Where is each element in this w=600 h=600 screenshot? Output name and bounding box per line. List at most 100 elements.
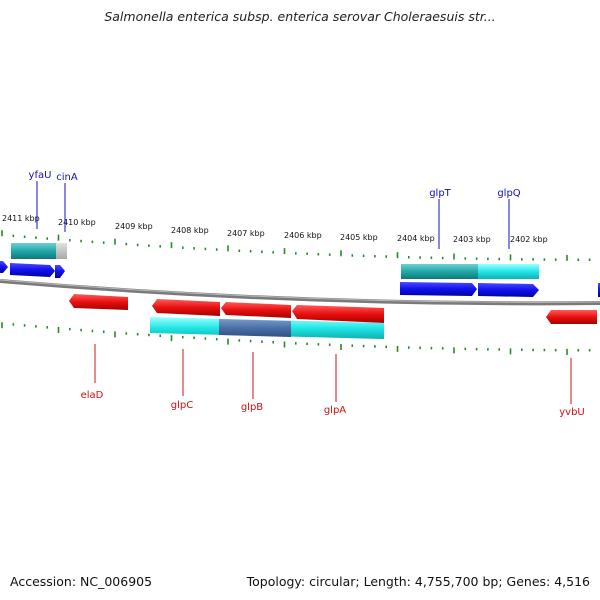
- kbp-label: 2410 kbp: [58, 218, 96, 227]
- minor-tick: [554, 348, 557, 352]
- reverse-gene-labels[interactable]: elaD glpC glpB glpA yvbU: [81, 390, 585, 418]
- minor-tick: [23, 324, 26, 327]
- major-tick: [396, 252, 399, 259]
- kbp-label: 2403 kbp: [453, 235, 491, 244]
- major-tick: [283, 248, 286, 255]
- kbp-label: 2408 kbp: [171, 226, 209, 235]
- minor-tick: [487, 257, 489, 261]
- kbp-label: 2409 kbp: [115, 222, 153, 231]
- minor-tick: [69, 239, 71, 242]
- minor-tick: [125, 332, 128, 335]
- major-tick: [566, 254, 568, 261]
- major-tick: [396, 345, 399, 352]
- gene-arrow-reverse: [69, 294, 128, 310]
- minor-tick: [136, 243, 139, 247]
- minor-tick: [91, 329, 94, 333]
- minor-tick: [475, 347, 478, 351]
- gene-label-glpC: glpC: [171, 400, 193, 411]
- minor-tick: [317, 343, 320, 346]
- kbp-label: 2402 kbp: [510, 235, 548, 244]
- minor-tick: [588, 258, 591, 261]
- minor-tick: [430, 346, 433, 350]
- minor-tick: [238, 249, 241, 252]
- minor-tick: [577, 349, 580, 352]
- minor-tick: [46, 326, 48, 329]
- minor-tick: [204, 337, 207, 340]
- minor-tick: [362, 254, 365, 258]
- minor-tick: [362, 344, 365, 348]
- major-tick: [227, 245, 229, 252]
- major-tick: [57, 234, 60, 241]
- major-tick: [566, 348, 568, 355]
- minor-tick: [498, 257, 500, 261]
- minor-tick: [12, 323, 15, 326]
- minor-tick: [543, 258, 546, 261]
- minor-tick: [430, 256, 433, 259]
- genome-summary-text: Topology: circular; Length: 4,755,700 bp…: [246, 574, 590, 589]
- minor-tick: [328, 253, 331, 256]
- reverse-gene-arrows[interactable]: [69, 294, 597, 324]
- kbp-label: 2406 kbp: [284, 231, 322, 240]
- minor-tick: [182, 335, 184, 339]
- major-tick: [453, 347, 455, 354]
- kbp-label: 2405 kbp: [340, 233, 378, 242]
- gene-label-glpB: glpB: [241, 402, 263, 413]
- minor-tick: [554, 258, 557, 261]
- major-tick: [227, 338, 229, 345]
- minor-tick: [12, 234, 15, 238]
- major-tick: [283, 341, 286, 348]
- minor-tick: [125, 242, 128, 246]
- forward-gene-arrows[interactable]: [0, 261, 600, 297]
- forward-label-leaders: [36, 181, 510, 249]
- minor-tick: [159, 334, 161, 337]
- minor-tick: [249, 339, 252, 343]
- gene-label-cinA: cinA: [56, 172, 78, 183]
- gene-arrow-forward: [478, 283, 539, 297]
- major-tick: [340, 250, 342, 257]
- minor-tick: [193, 336, 195, 340]
- minor-tick: [261, 250, 263, 254]
- minor-tick: [261, 340, 263, 343]
- kbp-label: 2411 kbp: [2, 214, 40, 223]
- minor-tick: [193, 247, 195, 250]
- major-tick: [1, 230, 3, 237]
- minor-tick: [306, 342, 308, 346]
- accession-text: Accession: NC_006905: [10, 574, 153, 589]
- minor-tick: [215, 338, 218, 341]
- minor-tick: [374, 255, 376, 258]
- minor-tick: [317, 253, 320, 256]
- major-tick: [114, 331, 116, 338]
- minor-tick: [464, 257, 467, 260]
- gene-label-glpT: glpT: [429, 188, 451, 199]
- gene-arrow-reverse: [152, 299, 220, 316]
- gene-arrow-reverse: [292, 305, 384, 323]
- minor-tick: [532, 258, 534, 261]
- kbp-label: 2407 kbp: [227, 229, 265, 238]
- minor-tick: [295, 252, 297, 255]
- gene-label-glpA: glpA: [324, 405, 346, 416]
- minor-tick: [385, 255, 387, 258]
- minor-tick: [532, 348, 534, 352]
- major-tick: [57, 327, 60, 333]
- kbp-label: 2404 kbp: [397, 234, 435, 243]
- gene-arrow-forward: [400, 282, 477, 296]
- minor-tick: [272, 341, 274, 344]
- minor-tick: [91, 240, 94, 244]
- minor-tick: [35, 325, 37, 328]
- gene-label-elaD: elaD: [81, 390, 104, 401]
- major-tick: [114, 238, 116, 245]
- gene-arrow-forward: [55, 265, 65, 278]
- major-tick: [453, 253, 455, 260]
- minor-tick: [419, 346, 421, 350]
- minor-tick: [588, 349, 591, 352]
- minor-tick: [385, 345, 387, 349]
- reverse-label-leaders: [94, 344, 572, 404]
- minor-tick: [351, 254, 354, 257]
- minor-tick: [295, 342, 297, 345]
- minor-tick: [238, 339, 241, 342]
- forward-gene-labels[interactable]: yfaU cinA glpT glpQ: [29, 170, 521, 199]
- gene-label-yfaU: yfaU: [29, 170, 52, 181]
- minor-tick: [351, 344, 354, 347]
- minor-tick: [374, 345, 376, 348]
